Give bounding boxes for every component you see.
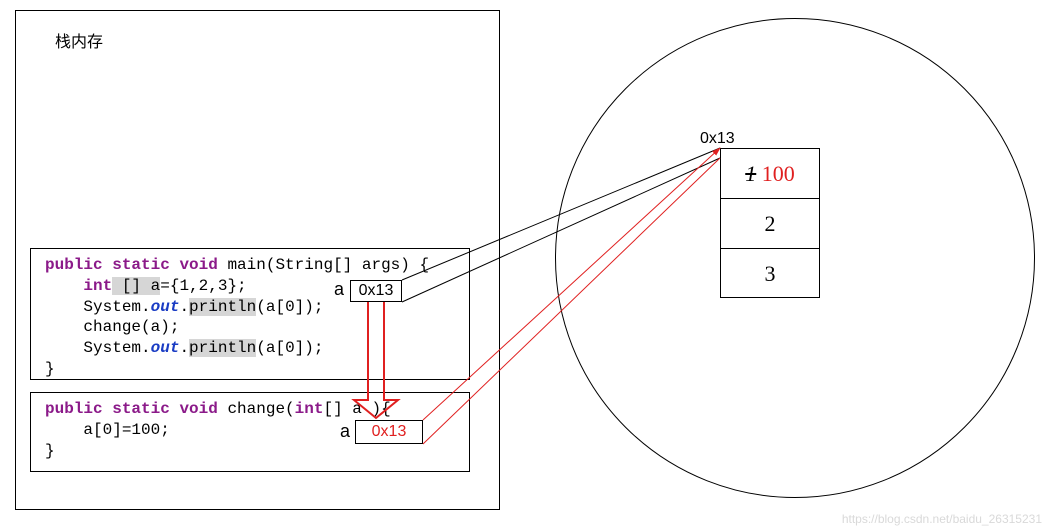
code-token: .: [179, 298, 189, 316]
code-token: change: [83, 318, 141, 336]
code-token: out: [151, 339, 180, 357]
code-token: void: [179, 400, 217, 418]
code-token: [103, 400, 113, 418]
watermark: https://blog.csdn.net/baidu_26315231: [842, 512, 1042, 526]
variable-a-label-change: a: [340, 421, 350, 442]
code-token: static: [112, 400, 170, 418]
code-token: [170, 400, 180, 418]
code-token: [] a ){: [323, 400, 390, 418]
code-token: void: [179, 256, 217, 274]
code-token: (a[0]);: [256, 339, 323, 357]
code-token: a[0]=100;: [45, 421, 170, 439]
code-token: .: [179, 339, 189, 357]
array-cell-overlay: 100: [756, 161, 795, 186]
array-cell: 3: [721, 249, 819, 299]
code-token: [103, 256, 113, 274]
code-box-main: public static void main(String[] args) {…: [30, 248, 470, 380]
code-token: System.: [45, 298, 151, 316]
code-token: a: [151, 277, 161, 295]
code-token: change(: [218, 400, 295, 418]
code-token: }: [45, 360, 55, 378]
code-token: (a[0]);: [256, 298, 323, 316]
code-token: [170, 256, 180, 274]
code-token: int: [83, 277, 112, 295]
code-token: out: [151, 298, 180, 316]
code-token: println: [189, 298, 256, 316]
variable-a-label-main: a: [334, 279, 344, 300]
array-cell: 2: [721, 199, 819, 249]
code-token: }: [45, 442, 55, 460]
code-token: (a);: [141, 318, 179, 336]
code-token: ={1,2,3};: [160, 277, 246, 295]
code-token: int: [295, 400, 324, 418]
code-token: [45, 318, 83, 336]
code-token: public: [45, 256, 103, 274]
code-token: println: [189, 339, 256, 357]
code-token: static: [112, 256, 170, 274]
heap-array-table: 1 10023: [720, 148, 820, 298]
code-token: System.: [45, 339, 151, 357]
stack-title: 栈内存: [55, 28, 103, 52]
code-token: [45, 277, 83, 295]
code-token: main(String[] args) {: [218, 256, 429, 274]
code-token: public: [45, 400, 103, 418]
address-box-main: 0x13: [350, 280, 402, 302]
array-cell: 1 100: [721, 149, 819, 199]
heap-address-label: 0x13: [700, 130, 735, 148]
array-cell-original: 1: [745, 161, 756, 186]
address-box-change: 0x13: [355, 420, 423, 444]
code-token: []: [112, 277, 150, 295]
